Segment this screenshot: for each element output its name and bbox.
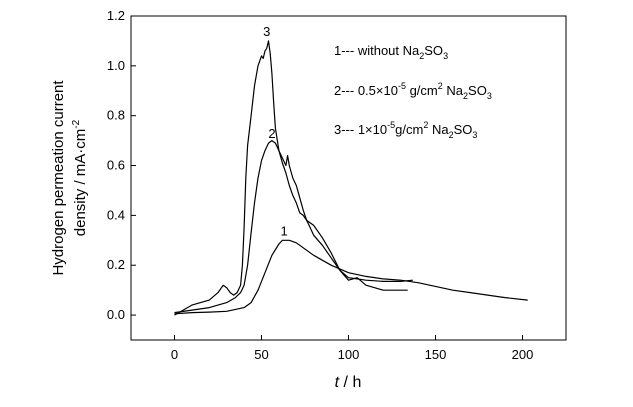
y-tick-label: 0.8 (107, 108, 125, 123)
series-line-3 (174, 40, 408, 316)
series-layer (174, 40, 528, 316)
curve-label-3: 3 (263, 24, 270, 39)
x-tick-label: 50 (254, 347, 268, 362)
x-tick-label: 150 (425, 347, 447, 362)
y-tick-label: 0.0 (107, 307, 125, 322)
y-axis-label-line2: density / mA·cm-2 (71, 119, 89, 236)
plot-frame (130, 15, 567, 341)
y-axis-label-line1: Hydrogen permeation current (50, 80, 67, 276)
y-tick-label: 0.6 (107, 158, 125, 173)
y-tick-label: 0.2 (107, 257, 125, 272)
series-line-2 (174, 140, 413, 314)
x-tick-label: 200 (512, 347, 534, 362)
legend-entry-2: 2--- 0.5×10-5 g/cm2 Na2SO3 (334, 81, 492, 101)
curve-labels: 1 2 3 (263, 24, 288, 238)
y-axis-ticks: 0.0 0.2 0.4 0.6 0.8 1.0 1.2 (107, 8, 136, 322)
y-tick-label: 1.0 (107, 58, 125, 73)
legend-entry-3: 3--- 1×10-5g/cm2 Na2SO3 (334, 120, 477, 140)
x-tick-label: 100 (338, 347, 360, 362)
legend: 1--- without Na2SO3 2--- 0.5×10-5 g/cm2 … (334, 43, 492, 140)
y-tick-label: 0.4 (107, 207, 125, 222)
x-axis-ticks: 0 50 100 150 200 (171, 335, 533, 362)
x-tick-label: 0 (171, 347, 178, 362)
curve-label-1: 1 (281, 223, 288, 238)
legend-entry-1: 1--- without Na2SO3 (334, 43, 448, 61)
series-line-1 (174, 239, 528, 315)
y-tick-label: 1.2 (107, 8, 125, 23)
x-axis-label: t / h (335, 374, 362, 391)
curve-label-2: 2 (268, 126, 275, 141)
